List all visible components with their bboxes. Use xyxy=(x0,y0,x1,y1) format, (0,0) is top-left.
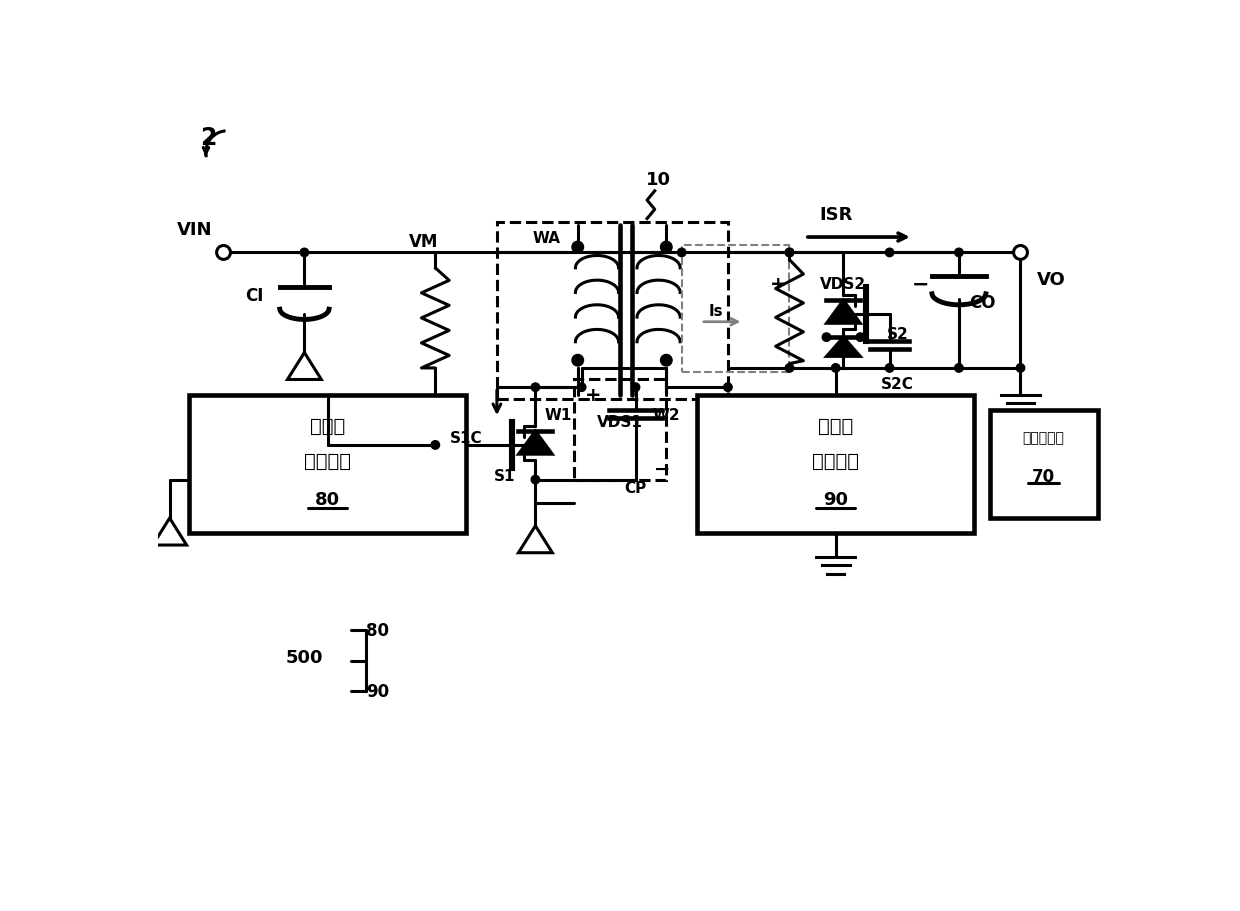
Text: S1: S1 xyxy=(494,469,516,484)
Text: 80: 80 xyxy=(315,490,340,508)
Text: 2: 2 xyxy=(200,126,216,149)
Text: CI: CI xyxy=(246,286,264,304)
Polygon shape xyxy=(518,432,552,455)
Polygon shape xyxy=(288,353,321,380)
Text: VIN: VIN xyxy=(177,221,213,239)
Circle shape xyxy=(300,249,309,258)
Circle shape xyxy=(432,441,439,450)
Text: S2C: S2C xyxy=(880,376,914,392)
Text: CO: CO xyxy=(968,294,996,312)
Text: S2: S2 xyxy=(887,326,908,342)
Text: 控制电路: 控制电路 xyxy=(812,451,859,470)
Text: VM: VM xyxy=(409,232,439,251)
FancyBboxPatch shape xyxy=(990,411,1097,518)
Text: VDS2: VDS2 xyxy=(821,276,867,292)
Circle shape xyxy=(572,242,584,253)
Text: Is: Is xyxy=(709,303,724,318)
Text: WA: WA xyxy=(533,230,560,245)
Text: W1: W1 xyxy=(544,407,572,422)
Text: 90: 90 xyxy=(823,490,848,508)
Polygon shape xyxy=(826,301,861,324)
Polygon shape xyxy=(826,338,861,357)
Circle shape xyxy=(785,249,794,258)
Text: W2: W2 xyxy=(652,407,680,422)
Text: S1C: S1C xyxy=(450,430,482,445)
Circle shape xyxy=(785,364,794,373)
Text: 一次侧: 一次侧 xyxy=(310,416,345,435)
Polygon shape xyxy=(518,527,552,553)
Circle shape xyxy=(856,333,864,342)
Circle shape xyxy=(631,384,640,392)
FancyBboxPatch shape xyxy=(697,395,975,534)
Text: −: − xyxy=(911,274,929,294)
Circle shape xyxy=(531,384,539,392)
Circle shape xyxy=(885,364,894,373)
Circle shape xyxy=(955,364,963,373)
Circle shape xyxy=(578,384,585,392)
Circle shape xyxy=(531,476,539,485)
Circle shape xyxy=(572,355,584,366)
Text: ISR: ISR xyxy=(818,206,852,224)
Circle shape xyxy=(1013,246,1028,260)
Circle shape xyxy=(677,249,686,258)
Text: 80: 80 xyxy=(366,621,389,639)
Text: 控制电路: 控制电路 xyxy=(304,451,351,470)
Text: CP: CP xyxy=(625,480,646,496)
Circle shape xyxy=(785,249,794,258)
Text: 抖动控制器: 抖动控制器 xyxy=(1023,431,1064,445)
Text: VO: VO xyxy=(1037,271,1065,289)
Text: +: + xyxy=(585,386,601,404)
Circle shape xyxy=(832,364,839,373)
Circle shape xyxy=(661,355,672,366)
Circle shape xyxy=(955,249,963,258)
Circle shape xyxy=(1017,364,1024,373)
Text: 70: 70 xyxy=(1032,467,1055,486)
Text: −: − xyxy=(655,459,671,478)
Text: 90: 90 xyxy=(366,682,389,701)
Text: 二次侧: 二次侧 xyxy=(818,416,853,435)
Polygon shape xyxy=(153,518,186,546)
Text: 500: 500 xyxy=(285,648,324,666)
Text: +: + xyxy=(770,274,786,293)
Circle shape xyxy=(724,384,732,392)
Circle shape xyxy=(661,242,672,253)
Circle shape xyxy=(885,249,894,258)
Text: 10: 10 xyxy=(646,171,671,189)
Circle shape xyxy=(217,246,231,260)
Circle shape xyxy=(822,333,831,342)
Text: VDS1: VDS1 xyxy=(598,415,644,430)
FancyBboxPatch shape xyxy=(188,395,466,534)
